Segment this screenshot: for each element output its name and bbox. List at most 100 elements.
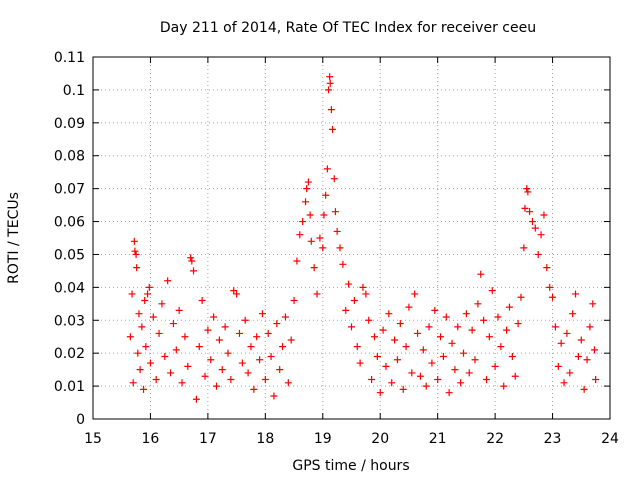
- data-point: [531, 224, 539, 232]
- data-point: [554, 362, 562, 370]
- data-point: [356, 359, 364, 367]
- data-point: [227, 376, 235, 384]
- data-point: [261, 376, 269, 384]
- axis-ticks: 15 16 17 18 19 20 21 22 23 24 0 0.01 0.02 0.03 0.04 0.0…: [54, 50, 619, 447]
- data-point: [445, 389, 453, 397]
- data-point: [494, 313, 502, 321]
- data-point: [514, 320, 522, 328]
- data-point: [497, 343, 505, 351]
- data-point: [524, 188, 532, 196]
- data-point: [462, 310, 470, 318]
- data-point: [130, 237, 138, 245]
- data-point: [419, 346, 427, 354]
- x-tick-label: 23: [544, 431, 562, 447]
- data-point: [393, 356, 401, 364]
- data-point: [511, 372, 519, 380]
- data-point: [480, 316, 488, 324]
- data-point: [408, 369, 416, 377]
- data-point: [310, 264, 318, 272]
- data-point: [129, 379, 137, 387]
- data-point: [537, 231, 545, 239]
- data-point: [336, 244, 344, 252]
- data-point: [158, 300, 166, 308]
- data-point: [145, 283, 153, 291]
- data-point: [368, 376, 376, 384]
- data-point: [342, 306, 350, 314]
- data-point: [175, 306, 183, 314]
- x-tick-label: 16: [142, 431, 160, 447]
- y-tick-label: 0.06: [54, 215, 85, 231]
- data-point: [448, 339, 456, 347]
- data-point: [307, 237, 315, 245]
- data-point: [264, 329, 272, 337]
- data-point: [425, 323, 433, 331]
- data-point: [503, 326, 511, 334]
- data-point: [258, 310, 266, 318]
- y-tick-label: 0.05: [54, 247, 85, 263]
- data-point: [385, 310, 393, 318]
- y-axis-label: ROTI / TECUs: [6, 192, 22, 284]
- data-point: [580, 385, 588, 393]
- data-point: [370, 333, 378, 341]
- y-tick-label: 0.04: [54, 280, 85, 296]
- data-point: [465, 369, 473, 377]
- data-point: [488, 287, 496, 295]
- data-point: [560, 379, 568, 387]
- data-point: [290, 297, 298, 305]
- data-point: [414, 329, 422, 337]
- data-point: [572, 290, 580, 298]
- data-point: [543, 264, 551, 272]
- data-point: [133, 264, 141, 272]
- data-point: [270, 392, 278, 400]
- data-point: [517, 293, 525, 301]
- data-point: [508, 352, 516, 360]
- data-point: [303, 185, 311, 193]
- y-tick-label: 0.01: [54, 379, 85, 395]
- data-point: [451, 366, 459, 374]
- data-point: [528, 218, 536, 226]
- plot-frame: [92, 56, 611, 420]
- data-point: [477, 270, 485, 278]
- data-point: [557, 339, 565, 347]
- data-point: [281, 313, 289, 321]
- data-point: [131, 247, 139, 255]
- data-point: [323, 165, 331, 173]
- data-point: [181, 333, 189, 341]
- data-point: [247, 343, 255, 351]
- x-tick-label: 15: [84, 431, 102, 447]
- data-point: [523, 185, 531, 193]
- y-tick-label: 0.11: [54, 50, 85, 66]
- data-point: [210, 313, 218, 321]
- data-point: [218, 366, 226, 374]
- data-point: [325, 86, 333, 94]
- data-point: [178, 379, 186, 387]
- data-point: [172, 346, 180, 354]
- data-point: [563, 329, 571, 337]
- data-point: [569, 310, 577, 318]
- data-point: [296, 231, 304, 239]
- data-point: [434, 376, 442, 384]
- y-tick-label: 0.07: [54, 182, 85, 198]
- data-point: [526, 208, 534, 216]
- data-point: [437, 333, 445, 341]
- y-tick-label: 0.08: [54, 149, 85, 165]
- data-point: [215, 336, 223, 344]
- data-point: [442, 313, 450, 321]
- data-point: [299, 218, 307, 226]
- data-point: [396, 320, 404, 328]
- data-point: [365, 316, 373, 324]
- data-point: [184, 362, 192, 370]
- data-point: [331, 208, 339, 216]
- data-point: [149, 313, 157, 321]
- data-point: [279, 343, 287, 351]
- data-point: [428, 359, 436, 367]
- x-tick-label: 22: [486, 431, 504, 447]
- data-point: [339, 260, 347, 268]
- data-point: [187, 254, 195, 262]
- data-point: [188, 257, 196, 265]
- data-point: [399, 385, 407, 393]
- data-point: [388, 379, 396, 387]
- data-point: [152, 376, 160, 384]
